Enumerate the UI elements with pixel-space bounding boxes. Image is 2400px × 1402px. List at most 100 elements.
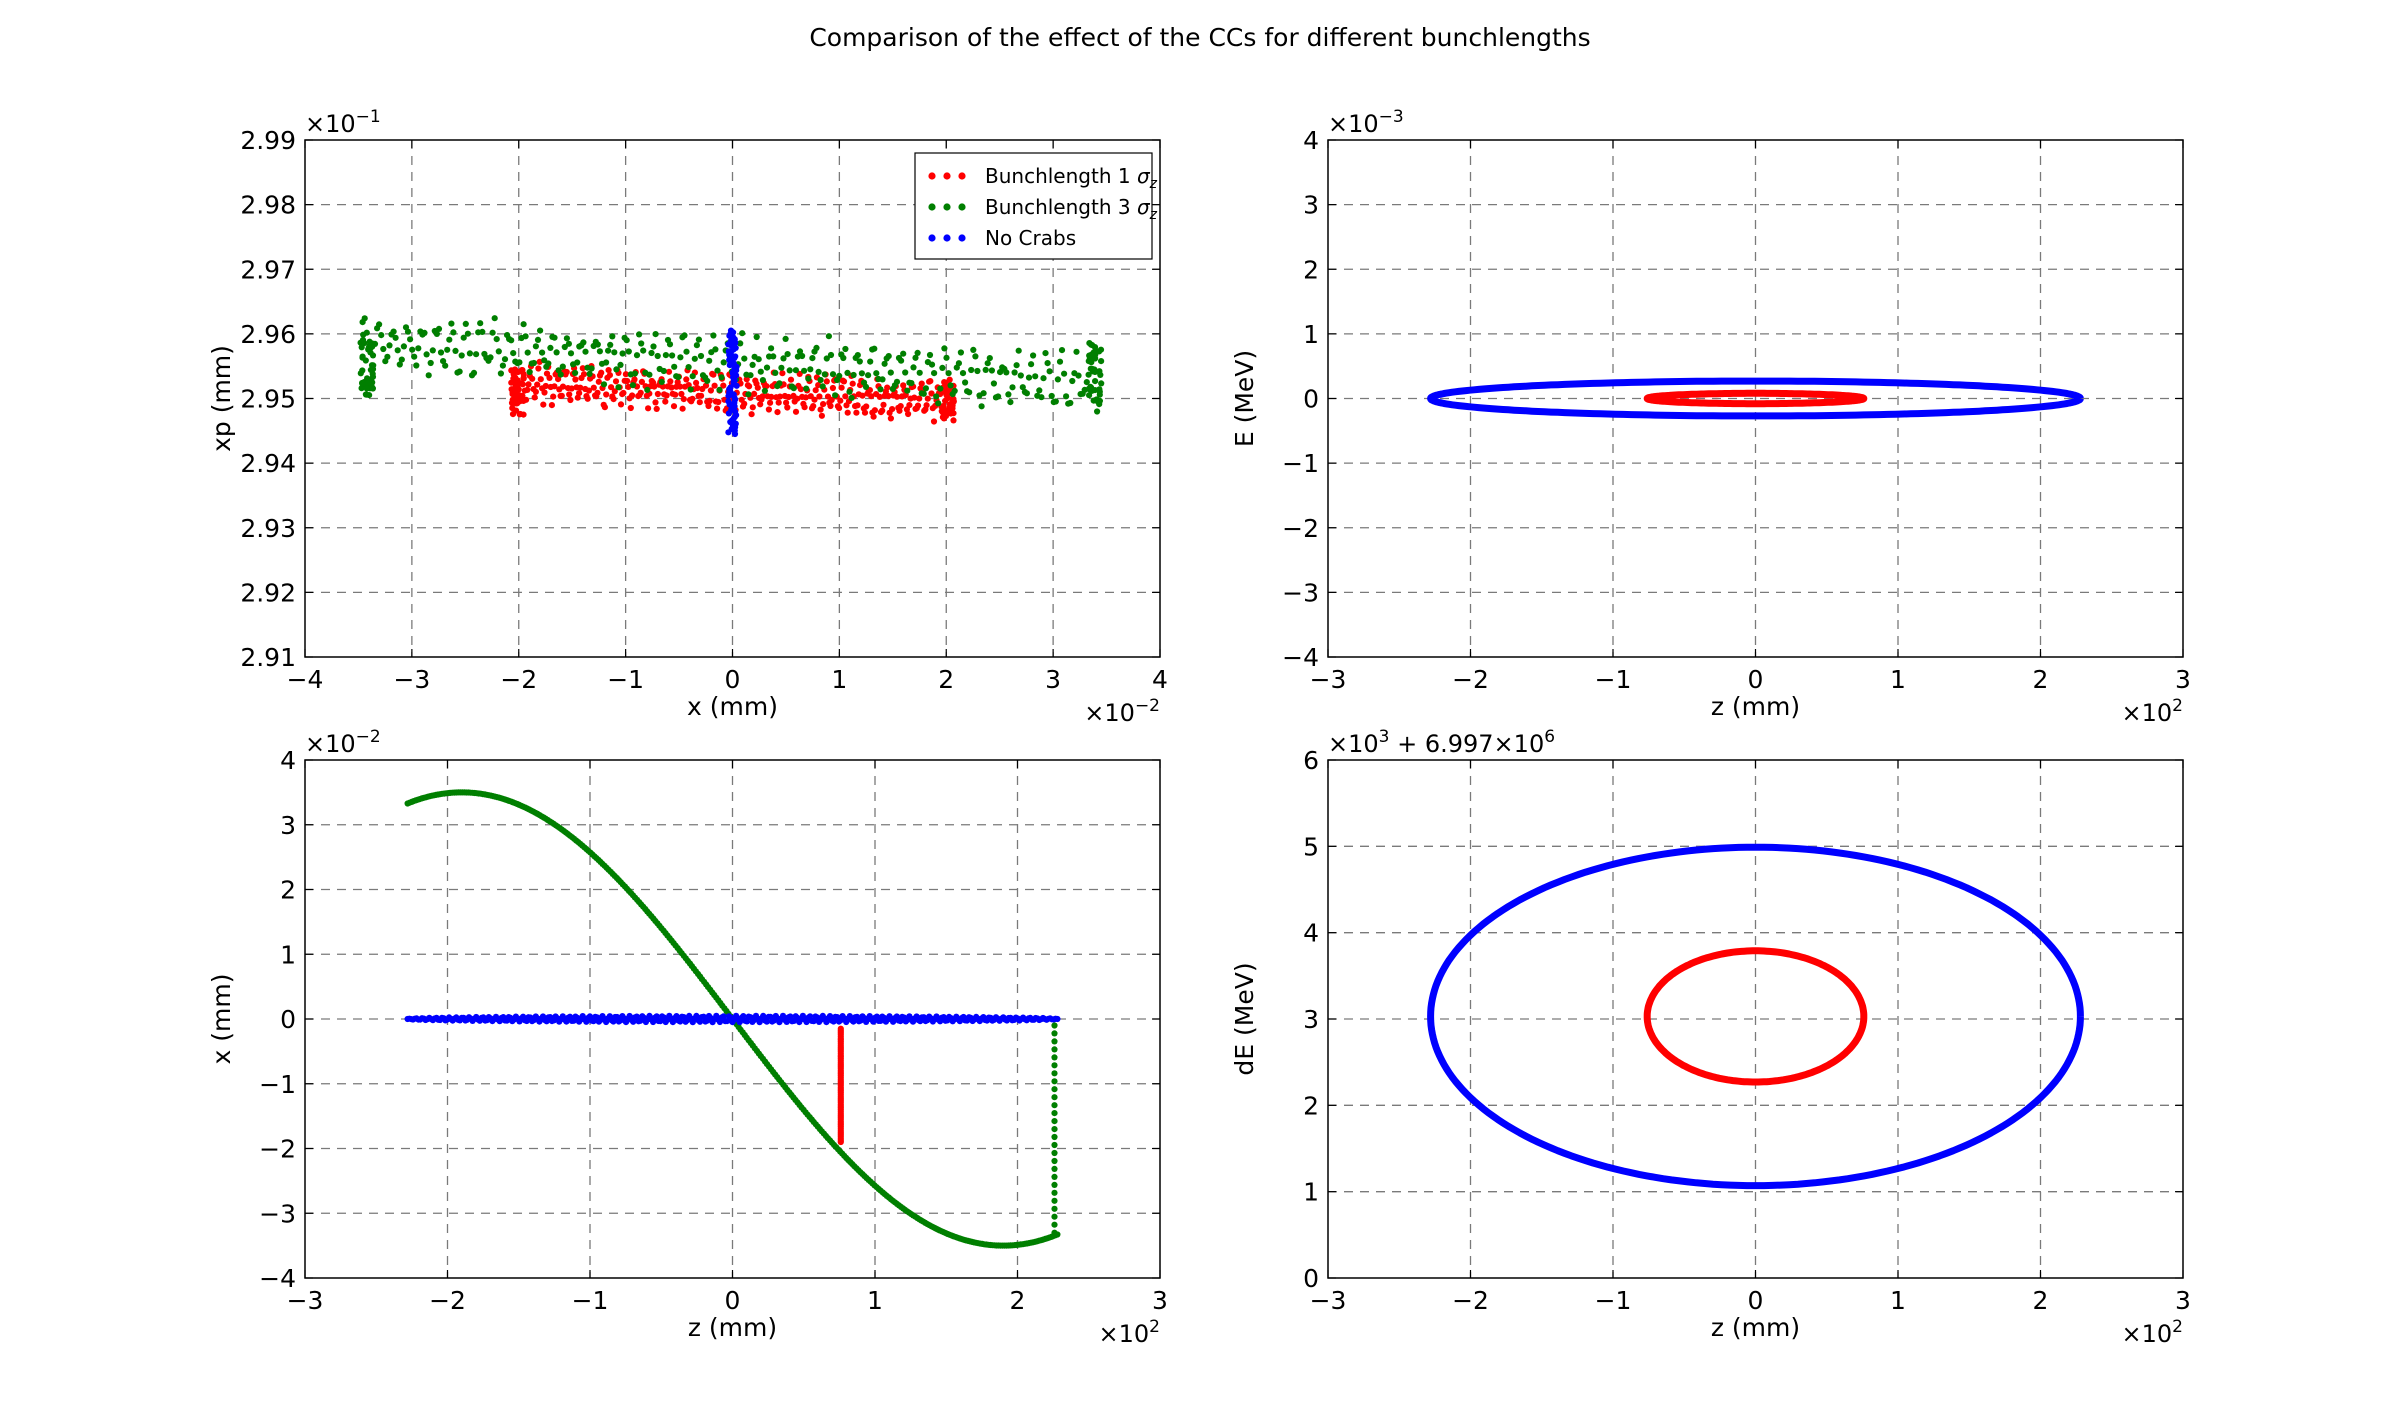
series-bunchlength-1-z-point xyxy=(838,384,845,391)
series-bunchlength-1-z-point xyxy=(637,389,644,396)
series-bunchlength-3-z-point xyxy=(1085,385,1092,392)
series-bunchlength-1-z-point xyxy=(811,396,818,403)
series-bunchlength-3-z-point xyxy=(522,333,529,340)
series-bunchlength-3-z-point xyxy=(887,369,894,376)
series-bunchlength-1-z-point xyxy=(787,376,795,383)
x-tick-label: 3 xyxy=(2175,665,2191,694)
x-axis-multiplier: ×10−2 xyxy=(1084,696,1160,727)
y-tick-label: 0 xyxy=(1303,1264,1319,1293)
series-bunchlength-1-z-point xyxy=(683,376,690,383)
series-bunchlength-3-z-point xyxy=(530,359,538,367)
series-no-crabs-point xyxy=(700,1013,707,1020)
series-bunchlength-1-z-point xyxy=(567,396,574,404)
series-bunchlength-3-z-point xyxy=(450,329,457,336)
series-bunchlength-3-z-point xyxy=(1069,377,1076,385)
series-bunchlength-1-z-point xyxy=(546,374,553,381)
y-tick-label: 4 xyxy=(1303,919,1319,948)
series-no-crabs-point xyxy=(727,327,735,334)
series-bunchlength-3-z-point xyxy=(968,366,975,374)
series-bunchlength-1-z-point xyxy=(818,412,826,419)
series-bunchlength-3-z-point xyxy=(933,393,940,400)
series-bunchlength-1-z-point xyxy=(515,398,522,405)
series-bunchlength-3-z-point xyxy=(524,349,531,356)
series-bunchlength-1-z-point xyxy=(537,376,544,383)
series-bunchlength-3-z-point xyxy=(658,378,665,385)
series-bunchlength-1-z-point xyxy=(535,365,542,372)
series-bunchlength-3-z-point xyxy=(1089,342,1096,349)
x-tick-label: −2 xyxy=(500,665,537,694)
series-bunchlength-1-z-point xyxy=(863,403,870,410)
series-bunchlength-1-z-point xyxy=(775,399,782,406)
series-bunchlength-1-z-point xyxy=(702,382,710,389)
series-bunchlength-1-z-point xyxy=(868,393,875,400)
series-bunchlength-1-z-point xyxy=(911,394,918,401)
series-bunchlength-3-z-point xyxy=(423,351,430,358)
series-bunchlength-3-z-point xyxy=(563,335,571,342)
series-bunchlength-3-z-point xyxy=(364,379,372,386)
series-bunchlength-3-z-point xyxy=(532,343,540,350)
series-bunchlength-3-z-point xyxy=(706,357,713,364)
series-bunchlength-3-z-point xyxy=(920,390,927,397)
series-bunchlength-3-z-point xyxy=(865,372,872,379)
legend-marker xyxy=(943,203,951,211)
series-bunchlength-3-z-point xyxy=(910,364,917,371)
series-bunchlength-1-z-point xyxy=(810,403,817,410)
series-bunchlength-3-z-point xyxy=(1094,408,1101,415)
series-bunchlength-3-z-point xyxy=(1011,369,1018,376)
series-bunchlength-1-z-point xyxy=(659,383,667,390)
series-bunchlength-3-z-point xyxy=(1063,393,1070,400)
series-bunchlength-3-z-point xyxy=(394,347,401,354)
series-bunchlength-3-z-point xyxy=(784,351,791,358)
series-bunchlength-1-z-point xyxy=(590,384,597,391)
series-bunchlength-3-z-point xyxy=(442,362,449,369)
legend-marker xyxy=(928,203,936,211)
series-bunchlength-3-z-point xyxy=(879,376,886,383)
series-bunchlength-3-z-point xyxy=(786,367,793,374)
series-bunchlength-3-z-point xyxy=(580,339,587,346)
series-bunchlength-3-z-point xyxy=(710,332,717,339)
y-tick-label: 4 xyxy=(1303,126,1319,155)
series-bunchlength-3-z-point xyxy=(477,320,484,327)
series-bunchlength-3-z-point xyxy=(939,364,946,371)
series-bunchlength-1-z-point xyxy=(930,418,938,425)
series-bunchlength-1-z-point xyxy=(555,376,562,383)
series-bunchlength-3-z-point xyxy=(662,352,670,359)
series-bunchlength-3-z-point xyxy=(945,370,952,377)
series-bunchlength-3-z-point xyxy=(370,362,377,369)
series-bunchlength-3-z-point xyxy=(972,353,979,360)
series-bunchlength-1-z-point xyxy=(765,406,773,413)
series-bunchlength-1-z-point xyxy=(905,410,912,418)
x-axis-label: z (mm) xyxy=(688,1313,777,1342)
series-bunchlength-3-z-point xyxy=(877,386,884,393)
series-bunchlength-3-z-point xyxy=(755,356,762,363)
series-bunchlength-1-z-point xyxy=(696,399,703,406)
series-bunchlength-3-z-point xyxy=(613,366,620,373)
series-bunchlength-3-z-point xyxy=(652,331,659,338)
series-bunchlength-3-z-point xyxy=(586,370,593,377)
series-bunchlength-1-z-point xyxy=(828,396,835,403)
series-bunchlength-3-z-point xyxy=(1052,398,1059,405)
series-bunchlength-1-z-point xyxy=(598,369,605,376)
series-bunchlength-3-z-point xyxy=(685,364,692,371)
series-bunchlength-1-z-point xyxy=(542,382,549,390)
series-bunchlength-3-z-point xyxy=(737,340,744,347)
series-bunchlength-1-z-point xyxy=(801,404,808,411)
series-bunchlength-3-z-point xyxy=(1036,387,1043,394)
series-bunchlength-3-z-point xyxy=(959,370,967,377)
series-bunchlength-3-z-point xyxy=(526,368,533,376)
x-tick-label: −3 xyxy=(393,665,430,694)
series-no-crabs-curve xyxy=(1427,377,2084,420)
series-bunchlength-3-z-point xyxy=(537,327,544,334)
series-bunchlength-1-z-point xyxy=(622,371,630,378)
series-bunchlength-1-z-point xyxy=(720,382,727,389)
series-bunchlength-3-z-point xyxy=(677,354,684,361)
y-tick-label: −4 xyxy=(259,1264,296,1293)
y-tick-label: 2.98 xyxy=(240,191,296,220)
y-tick-label: 2.94 xyxy=(240,449,296,478)
y-tick-label: 2.96 xyxy=(240,320,296,349)
y-tick-label: 2 xyxy=(280,876,296,905)
series-bunchlength-1-z-point xyxy=(512,379,519,386)
series-bunchlength-1-z-point xyxy=(576,390,583,397)
series-bunchlength-3-z-point xyxy=(437,349,445,356)
series-bunchlength-1-z-point xyxy=(949,396,956,403)
